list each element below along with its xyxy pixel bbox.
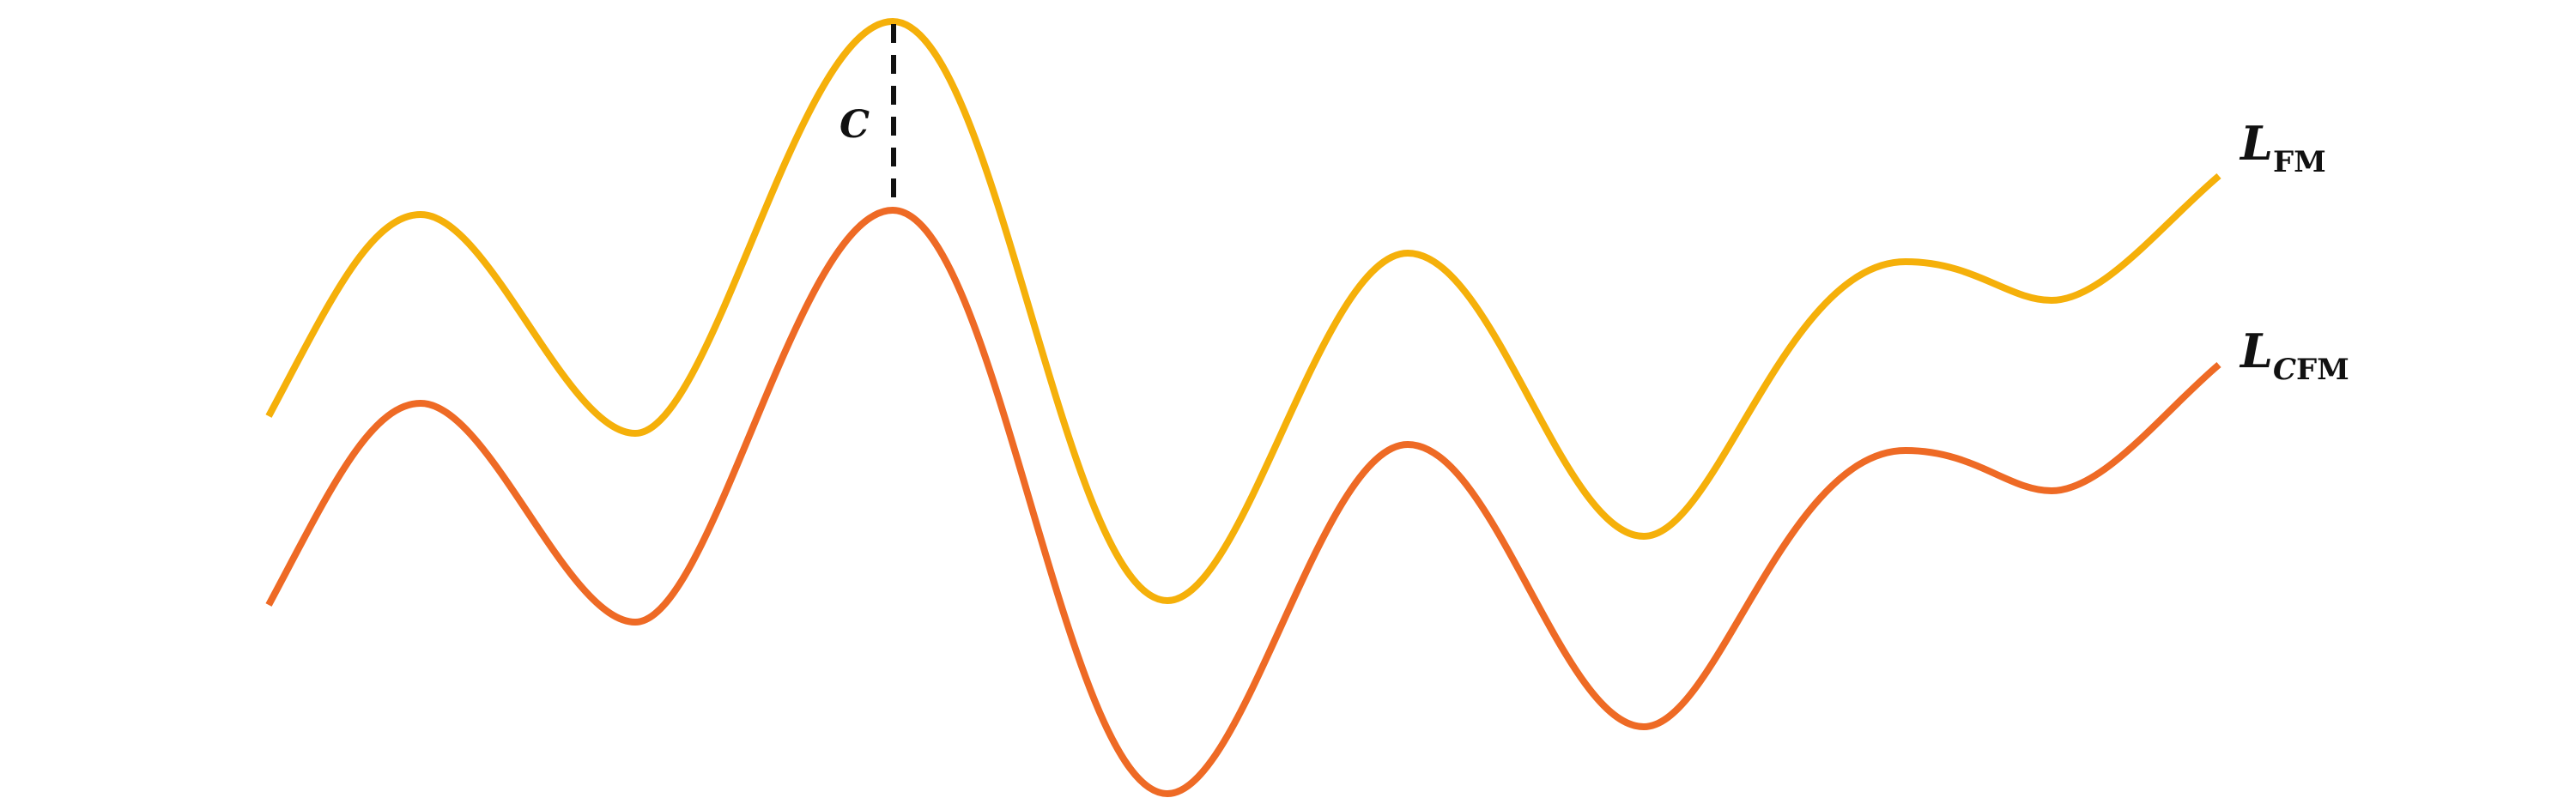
- curve-l-cfm: [265, 207, 2221, 797]
- curve-label-l-fm: LFM: [2239, 116, 2326, 179]
- curve-label-l-fm-sub: FM: [2273, 145, 2326, 179]
- curve-label-l-cfm: LCFM: [2239, 323, 2349, 387]
- curve-label-l-cfm-main: L: [2239, 323, 2273, 378]
- curve-label-l-cfm-sub: FM: [2296, 353, 2349, 387]
- curve-label-l-fm-main: L: [2239, 116, 2273, 171]
- gap-label: C: [839, 103, 870, 147]
- curve-label-l-cfm-sub-c: C: [2273, 353, 2296, 387]
- curve-l-fm: [265, 18, 2221, 604]
